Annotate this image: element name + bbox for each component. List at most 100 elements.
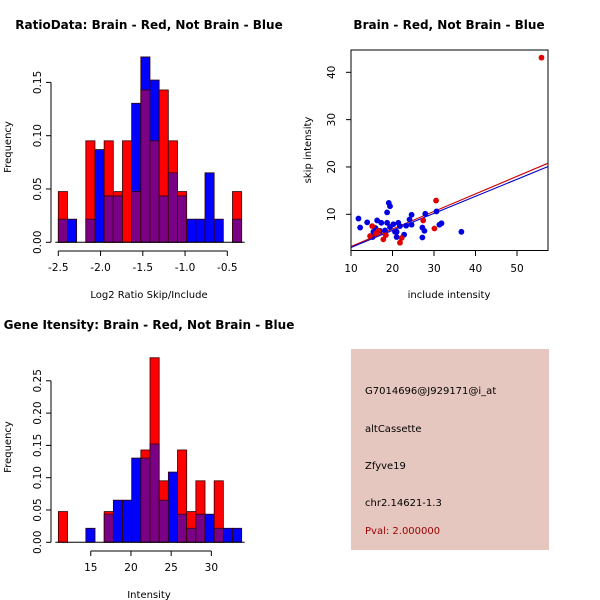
scatter-x-tick-label: 10 <box>344 263 357 275</box>
scatter-fit-lines <box>350 162 549 248</box>
ratio-hist-y-tick-label: 0.05 <box>32 177 44 200</box>
gene-hist-x-tick-label: 30 <box>205 562 218 574</box>
fit-line-brain <box>350 162 549 247</box>
scatter-point-not-brain <box>408 211 415 218</box>
scatter-y-tick-label: 20 <box>326 160 338 173</box>
gene-hist-bars <box>57 357 243 543</box>
scatter-point-not-brain <box>406 216 413 223</box>
gene-hist-axes: 0.00 0.05 0.10 0.15 0.20 0.25 15 20 25 30 <box>32 369 245 574</box>
ratio-hist-bar-brain <box>122 140 133 243</box>
scatter-point-not-brain <box>393 234 400 240</box>
scatter-x-tick-label: 50 <box>510 263 523 275</box>
gene-hist-bar-not-brain <box>122 499 133 543</box>
gene-hist-bar-not-brain <box>85 527 96 543</box>
gene-hist-bar-overlap <box>177 513 188 543</box>
ratio-hist-x-tick-label: -2.0 <box>90 262 111 274</box>
gene-intensity-histogram-panel: Gene Itensity: Brain - Red, Not Brain - … <box>3 318 294 600</box>
gene-hist-bar-overlap <box>158 499 169 543</box>
gene-name: Zfyve19 <box>365 461 406 472</box>
scatter-point-brain <box>373 230 379 237</box>
gene-hist-xlabel: Intensity <box>127 590 171 600</box>
scatter-point-brain <box>420 217 427 224</box>
scatter-xlabel: include intensity <box>408 290 491 301</box>
gene-hist-bar-overlap <box>213 527 224 543</box>
scatter-point-not-brain <box>390 221 397 228</box>
scatter-point-brain <box>380 236 387 243</box>
scatter-point-not-brain <box>433 208 440 215</box>
gene-hist-bar-not-brain <box>204 513 215 543</box>
scatter-point-brain <box>431 225 438 232</box>
gene-hist-bar-brain <box>57 511 68 543</box>
ratio-hist-x-tick-label: -1.5 <box>133 262 154 274</box>
gene-hist-bar-not-brain <box>222 527 233 543</box>
gene-hist-bar-not-brain <box>167 471 178 543</box>
gene-hist-x-tick-label: 25 <box>164 562 177 574</box>
scatter-x-tick-label: 40 <box>469 263 482 275</box>
scatter-point-brain <box>397 239 403 246</box>
scatter-point-not-brain <box>355 215 362 222</box>
scatter-point-brain <box>369 223 376 230</box>
gene-hist-bar-overlap <box>186 527 197 543</box>
ratio-hist-xlabel: Log2 Ratio Skip/Include <box>90 290 207 301</box>
scatter-point-not-brain <box>438 220 445 227</box>
scatter-y-tick-label: 10 <box>326 208 338 221</box>
info-panel: G7014696@J929171@i_at altCassette Zfyve1… <box>351 349 549 550</box>
ratio-hist-bars <box>57 56 243 243</box>
ratio-hist-bar-not-brain <box>204 172 215 243</box>
gene-hist-bar-not-brain <box>232 527 243 543</box>
scatter-point-brain <box>382 232 389 239</box>
ratio-hist-ylabel: Frequency <box>3 121 14 173</box>
ratio-hist-bar-not-brain <box>186 218 197 243</box>
ratio-hist-bar-overlap <box>149 140 160 243</box>
ratio-hist-bar-overlap <box>103 195 114 243</box>
scatter-point-brain <box>433 197 439 204</box>
ratio-hist-bar-overlap <box>131 191 142 243</box>
ratio-hist-bar-not-brain <box>67 218 78 243</box>
gene-hist-bar-not-brain <box>131 457 142 543</box>
scatter-point-not-brain <box>357 224 364 231</box>
scatter-point-not-brain <box>378 219 385 226</box>
scatter-point-not-brain <box>403 222 410 229</box>
scatter-title: Brain - Red, Not Brain - Blue <box>353 18 544 32</box>
gene-hist-y-tick-label: 0.20 <box>32 401 44 424</box>
scatter-point-brain <box>538 54 545 61</box>
gene-hist-y-tick-label: 0.10 <box>32 466 44 489</box>
ratio-hist-title: RatioData: Brain - Red, Not Brain - Blue <box>15 18 282 32</box>
ratio-hist-bar-overlap <box>177 195 188 243</box>
ratio-hist-bar-not-brain <box>195 218 206 243</box>
gene-hist-x-tick-label: 20 <box>124 562 137 574</box>
scatter-y-tick-label: 40 <box>326 66 338 79</box>
scatter-point-not-brain <box>384 209 391 216</box>
scatter-point-not-brain <box>397 223 403 230</box>
ratio-hist-x-tick-label: -1.0 <box>175 262 196 274</box>
gene-hist-bar-overlap <box>103 513 114 543</box>
ratio-hist-bar-overlap <box>158 195 169 243</box>
gene-hist-bar-overlap <box>140 457 151 543</box>
scatter-point-not-brain <box>421 227 428 234</box>
gene-hist-bar-overlap <box>149 443 160 543</box>
gene-hist-bar-not-brain <box>112 499 123 543</box>
ratio-hist-axes: 0.00 0.05 0.10 0.15 -2.5 -2.0 -1.5 -1.0 -0.5 <box>32 71 245 274</box>
scatter-ylabel: skip intensity <box>303 117 314 184</box>
gene-hist-y-tick-label: 0.05 <box>32 498 44 521</box>
event-type: altCassette <box>365 424 422 435</box>
scatter-panel: Brain - Red, Not Brain - Blue 10 20 30 40 50… <box>303 18 549 301</box>
gene-hist-ylabel: Frequency <box>3 421 14 473</box>
ratio-hist-x-tick-label: -0.5 <box>217 262 238 274</box>
gene-hist-y-tick-label: 0.15 <box>32 434 44 457</box>
ratio-hist-bar-overlap <box>112 195 123 243</box>
ratio-hist-bar-overlap <box>167 172 178 243</box>
gene-hist-x-tick-label: 15 <box>84 562 97 574</box>
pval-text: Pval: 2.000000 <box>365 526 441 537</box>
ratio-hist-bar-overlap <box>85 218 96 243</box>
chromosome-location: chr2.14621-1.3 <box>365 498 442 509</box>
ratio-hist-bar-not-brain <box>94 149 105 243</box>
scatter-x-tick-label: 30 <box>427 263 440 275</box>
fit-line-not-brain <box>350 165 549 248</box>
ratio-hist-bar-overlap <box>232 218 243 243</box>
ratio-hist-y-tick-label: 0.00 <box>32 231 44 254</box>
scatter-point-brain <box>398 235 405 241</box>
scatter-point-not-brain <box>458 228 465 235</box>
scatter-point-not-brain <box>387 203 393 210</box>
